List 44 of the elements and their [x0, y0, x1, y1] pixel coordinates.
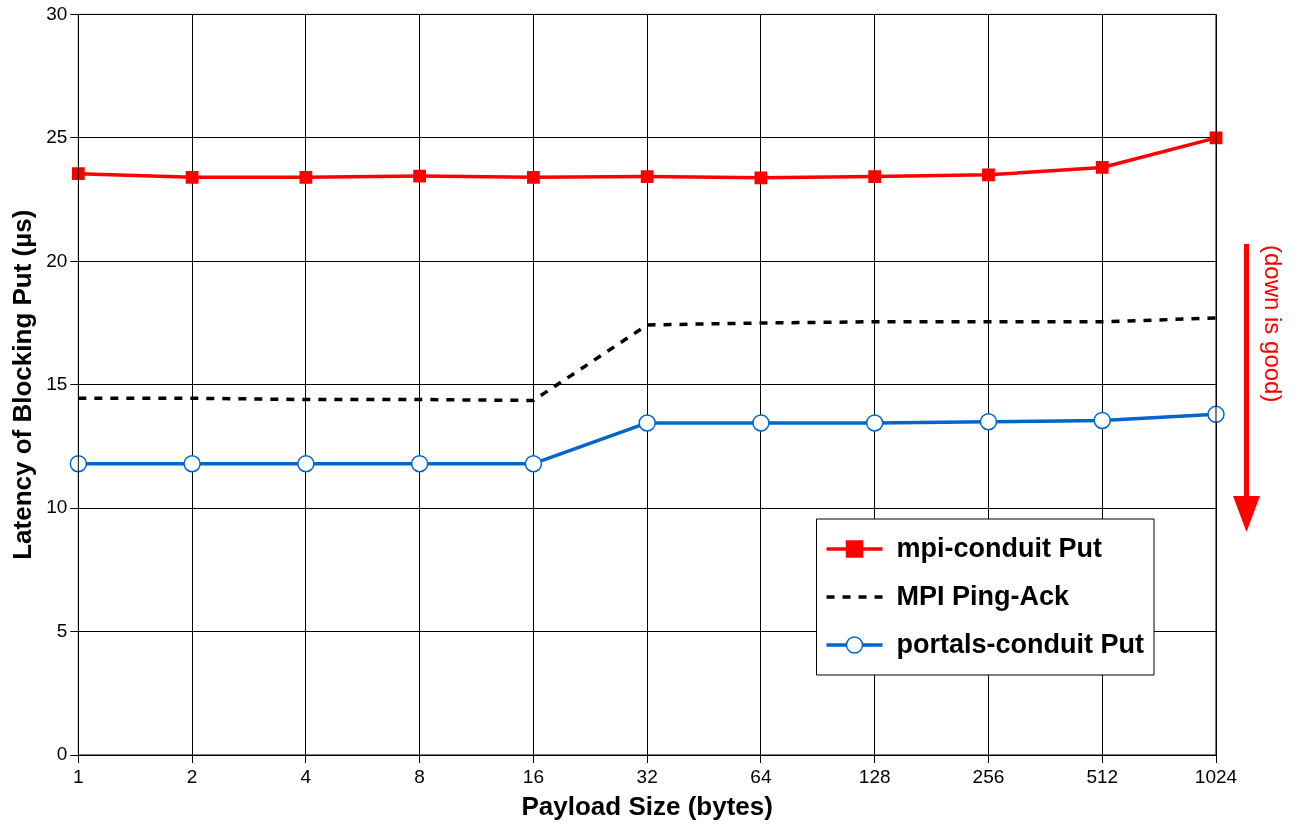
x-tick-label: 4	[300, 765, 312, 787]
point	[982, 168, 995, 182]
point	[297, 454, 315, 473]
point	[754, 171, 768, 185]
y-axis-title: Latency of Blocking Put (µs)	[6, 209, 37, 560]
x-tick-label: 128	[858, 765, 891, 787]
point	[1095, 161, 1109, 174]
y-tick-label: 25	[46, 126, 68, 148]
point	[865, 414, 884, 432]
point	[524, 454, 543, 473]
y-tick-label: 10	[46, 496, 68, 518]
point	[868, 170, 882, 183]
y-tick-label: 5	[56, 619, 68, 641]
x-tick-label: 8	[414, 765, 425, 787]
x-tick-label: 64	[750, 765, 772, 787]
x-tick-label: 1	[73, 765, 84, 787]
point	[1093, 411, 1111, 430]
point	[752, 414, 770, 432]
text: (down is good)	[1260, 245, 1288, 403]
y-tick-label: 30	[46, 2, 68, 24]
point	[410, 454, 429, 473]
point	[526, 170, 540, 184]
point	[413, 169, 427, 183]
x-tick-label: 16	[522, 765, 544, 787]
x-tick-label: 1024	[1194, 765, 1238, 787]
point	[299, 170, 313, 184]
y-tick-label: 15	[46, 372, 68, 394]
point	[69, 454, 88, 473]
point	[71, 167, 85, 181]
x-tick-label: 2	[186, 765, 198, 787]
point	[640, 170, 654, 183]
point	[638, 414, 656, 432]
legend-label: mpi-conduit Put	[896, 533, 1102, 564]
y-tick-label: 20	[46, 249, 68, 271]
x-tick-label: 256	[972, 765, 1005, 787]
point	[185, 170, 199, 184]
legend-label: portals-conduit Put	[896, 629, 1145, 660]
point	[979, 412, 998, 431]
x-axis-title: Payload Size (bytes)	[521, 790, 773, 821]
y-tick-label: 0	[56, 743, 68, 765]
x-tick-label: 32	[636, 765, 658, 787]
legend-label: MPI Ping-Ack	[896, 581, 1071, 612]
x-tick-label: 512	[1086, 765, 1119, 787]
point	[183, 454, 201, 473]
